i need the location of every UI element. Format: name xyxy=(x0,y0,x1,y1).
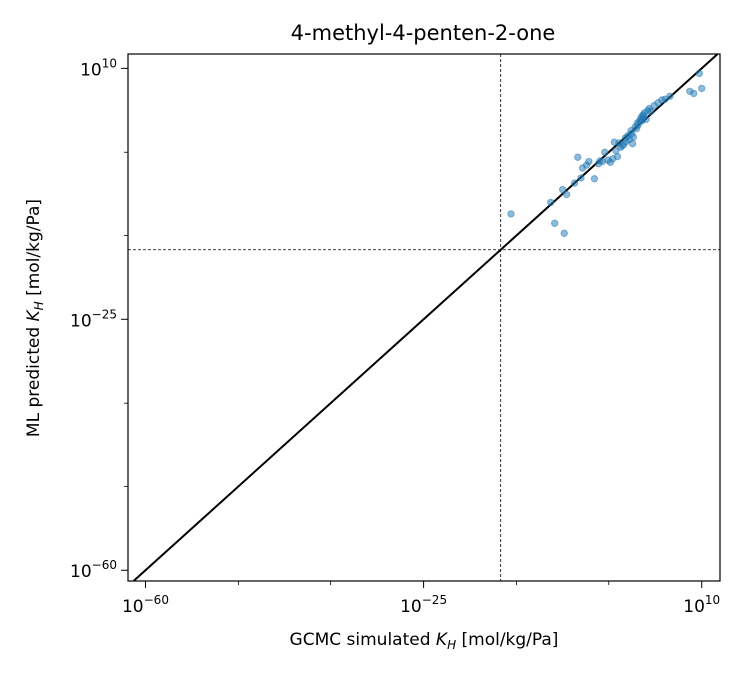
y-tick-label: 1010 xyxy=(80,56,117,80)
data-point xyxy=(508,211,514,217)
data-point xyxy=(548,199,554,205)
data-point xyxy=(561,230,567,236)
y-axis-label-subscript: H xyxy=(32,301,46,310)
data-point xyxy=(696,70,702,76)
chart-title: 4-methyl-4-penten-2-one xyxy=(291,21,556,45)
data-point xyxy=(643,116,649,122)
data-point xyxy=(575,154,581,160)
x-tick-label: 10−60 xyxy=(122,593,169,617)
y-axis-label: ML predicted KH [mol/kg/Pa] xyxy=(24,199,46,437)
data-point xyxy=(602,149,608,155)
data-point xyxy=(591,176,597,182)
data-point xyxy=(552,220,558,226)
data-point xyxy=(629,140,635,146)
y-axis-label-prefix: ML predicted xyxy=(24,321,44,437)
x-axis-label-subscript: H xyxy=(447,638,456,652)
y-tick-label: 10−25 xyxy=(70,307,117,331)
y-tick-label: 10−60 xyxy=(70,558,117,582)
data-point xyxy=(571,180,577,186)
data-point xyxy=(586,158,592,164)
x-axis-label: GCMC simulated KH [mol/kg/Pa] xyxy=(290,630,559,652)
plot-area xyxy=(128,54,720,581)
data-point xyxy=(667,93,673,99)
x-tick-label: 1010 xyxy=(683,593,720,617)
data-point xyxy=(578,175,584,181)
data-point xyxy=(563,191,569,197)
y-axis-label-suffix: [mol/kg/Pa] xyxy=(24,199,44,301)
y-axis-ticks: 10−60 10−25 1010 xyxy=(70,56,128,582)
data-point xyxy=(630,134,636,140)
data-point xyxy=(691,90,697,96)
x-axis-label-prefix: GCMC simulated xyxy=(290,630,436,650)
x-axis-ticks: 10−60 10−25 1010 xyxy=(122,581,720,617)
x-tick-label: 10−25 xyxy=(400,593,447,617)
data-point xyxy=(614,153,620,159)
x-axis-label-suffix: [mol/kg/Pa] xyxy=(456,630,558,650)
data-point xyxy=(699,85,705,91)
